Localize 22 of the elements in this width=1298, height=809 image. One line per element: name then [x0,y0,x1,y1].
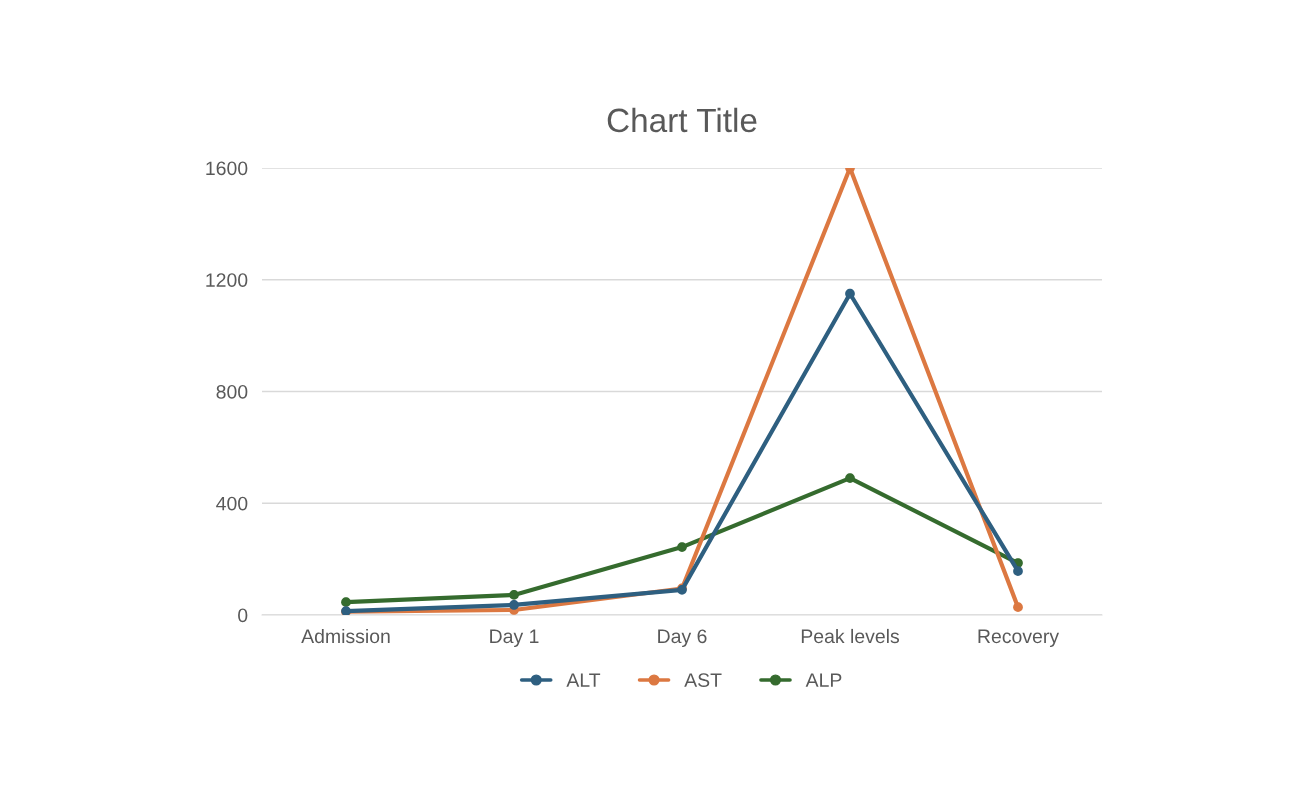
point [1013,602,1023,613]
y-tick-label: 800 [216,384,248,399]
point [677,542,687,552]
point [845,288,855,299]
legend-label: ALT [566,673,601,687]
x-tick-label: Peak levels [801,628,900,644]
legend-label: AST [684,673,722,688]
x-tick-label: Recovery [978,629,1060,648]
legend-label: ALP [805,673,842,687]
point [1013,566,1023,576]
x-tick-label: Day 6 [658,629,707,648]
y-tick-label: 400 [216,496,248,511]
x-tick-label: Admission [301,628,390,644]
y-tick-label: 0 [238,608,248,623]
x-tick-label: Day 1 [490,629,539,648]
y-tick-label: 1600 [206,161,248,176]
chart-title: Chart Title [607,107,757,133]
y-tick-label: 1200 [206,273,248,287]
point [341,597,351,608]
point [509,590,519,600]
point [845,473,855,483]
point [509,600,519,610]
